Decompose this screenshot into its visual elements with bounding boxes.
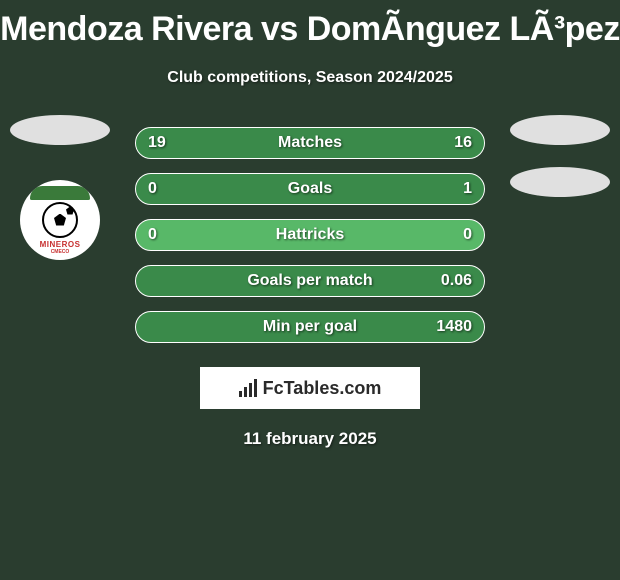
player-left-placeholder	[10, 115, 110, 145]
club-logo: MINEROS CMECO	[20, 180, 100, 260]
player-right-placeholder-2	[510, 167, 610, 197]
stat-bars: 19 Matches 16 0 Goals 1 0 Hattricks 0 Goals per m…	[135, 127, 485, 343]
bar-chart-icon	[239, 379, 257, 397]
stat-bar: Min per goal 1480	[135, 311, 485, 343]
stat-value-right: 16	[454, 134, 472, 152]
stat-label: Hattricks	[276, 226, 344, 244]
stat-value-left: 19	[148, 134, 166, 152]
stat-value-right: 0	[463, 226, 472, 244]
logo-mountain-icon	[30, 186, 90, 200]
fctables-badge: FcTables.com	[200, 367, 420, 409]
stat-value-left: 0	[148, 226, 157, 244]
stat-label: Goals	[288, 180, 332, 198]
date-text: 11 february 2025	[0, 429, 620, 449]
soccer-ball-icon	[42, 202, 78, 238]
stat-bar: 0 Goals 1	[135, 173, 485, 205]
logo-subname: CMECO	[51, 249, 70, 255]
stat-value-right: 0.06	[441, 272, 472, 290]
stat-bar: 0 Hattricks 0	[135, 219, 485, 251]
stat-label: Goals per match	[247, 272, 372, 290]
stat-value-right: 1480	[436, 318, 472, 336]
logo-name: MINEROS	[40, 240, 81, 249]
page-title: Mendoza Rivera vs DomÃ­nguez LÃ³pez	[0, 10, 620, 49]
stat-value-left: 0	[148, 180, 157, 198]
stat-value-right: 1	[463, 180, 472, 198]
stat-label: Matches	[278, 134, 342, 152]
player-right-placeholder-1	[510, 115, 610, 145]
stats-area: MINEROS CMECO 19 Matches 16 0 Goals 1 0 Hattric…	[0, 127, 620, 343]
comparison-card: Mendoza Rivera vs DomÃ­nguez LÃ³pez Club…	[0, 0, 620, 459]
fctables-text: FcTables.com	[263, 378, 382, 399]
stat-label: Min per goal	[263, 318, 357, 336]
stat-bar: Goals per match 0.06	[135, 265, 485, 297]
subtitle: Club competitions, Season 2024/2025	[0, 69, 620, 87]
stat-bar: 19 Matches 16	[135, 127, 485, 159]
